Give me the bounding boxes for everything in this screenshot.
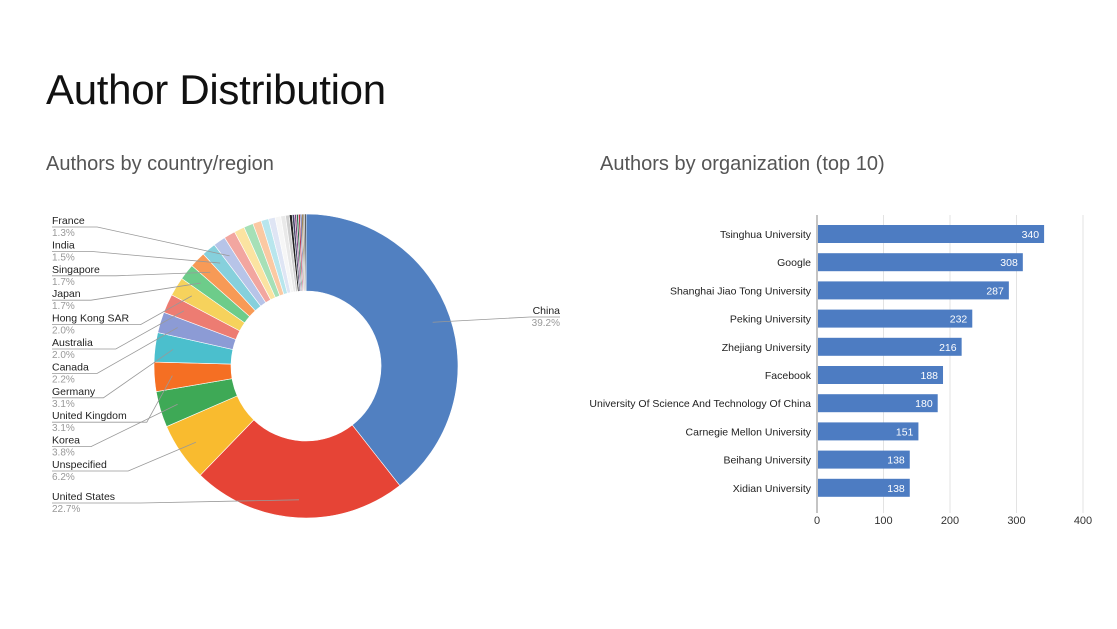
donut-slice-united-states[interactable] bbox=[199, 419, 401, 519]
donut-leader-line bbox=[52, 499, 300, 504]
donut-leader-line bbox=[52, 295, 192, 325]
bar-value-label: 151 bbox=[896, 426, 914, 438]
bar-chart: 0 100 200 300 400 Tsinghua University 340 Googl… bbox=[589, 215, 1092, 527]
donut-label-name: Singapore bbox=[52, 264, 100, 276]
bar-value-label: 340 bbox=[1022, 229, 1040, 241]
donut-label-percent: 2.0% bbox=[52, 350, 75, 361]
bar-tsinghua-university[interactable] bbox=[818, 225, 1045, 243]
bar-google[interactable] bbox=[818, 253, 1023, 272]
category-label: Peking University bbox=[730, 314, 812, 326]
bar-chart-title: Authors by organization (top 10) bbox=[600, 153, 885, 175]
donut-label-name: Canada bbox=[52, 361, 89, 373]
donut-leader-line bbox=[52, 375, 173, 423]
bar-value-label: 180 bbox=[915, 398, 933, 410]
category-label: Beihang University bbox=[723, 455, 811, 467]
category-label: Xidian University bbox=[733, 483, 812, 495]
x-tick-label: 400 bbox=[1074, 515, 1092, 527]
category-label: Facebook bbox=[765, 370, 812, 382]
category-label: University Of Science And Technology Of … bbox=[589, 398, 811, 410]
donut-label-percent: 1.3% bbox=[52, 228, 75, 239]
bar-value-label: 232 bbox=[950, 314, 968, 326]
category-label: Zhejiang University bbox=[722, 342, 812, 354]
donut-label-name: Unspecified bbox=[52, 459, 107, 471]
donut-label-percent: 1.5% bbox=[52, 252, 75, 263]
donut-label-name: France bbox=[52, 215, 85, 227]
donut-leader-line bbox=[52, 349, 174, 399]
donut-leader-line bbox=[52, 251, 221, 264]
bar-value-label: 216 bbox=[939, 342, 957, 354]
donut-leader-line bbox=[52, 327, 178, 374]
donut-label-percent: 3.1% bbox=[52, 423, 75, 434]
category-label: Carnegie Mellon University bbox=[686, 426, 812, 438]
donut-label-percent: 39.2% bbox=[532, 318, 560, 329]
bar-value-label: 188 bbox=[920, 370, 938, 382]
donut-label-percent: 22.7% bbox=[52, 504, 80, 515]
donut-label-percent: 6.2% bbox=[52, 472, 75, 483]
donut-label-percent: 1.7% bbox=[52, 277, 75, 288]
donut-label-name: Japan bbox=[52, 288, 81, 300]
donut-label-percent: 2.2% bbox=[52, 374, 75, 385]
donut-label-name: United Kingdom bbox=[52, 410, 127, 422]
x-tick-label: 0 bbox=[814, 515, 820, 527]
donut-label-name: Hong Kong SAR bbox=[52, 313, 129, 325]
bar-zhejiang-university[interactable] bbox=[818, 337, 962, 356]
donut-label-name: Germany bbox=[52, 386, 96, 398]
donut-slice-china[interactable] bbox=[305, 213, 459, 487]
donut-leader-line bbox=[52, 310, 185, 350]
bar-xidian-university[interactable] bbox=[818, 478, 910, 497]
donut-chart: France1.3%India1.5%Singapore1.7%Japan1.7… bbox=[52, 213, 560, 519]
donut-leader-line bbox=[52, 441, 196, 472]
category-label: Shanghai Jiao Tong University bbox=[670, 285, 812, 297]
donut-leader-line bbox=[432, 316, 560, 323]
donut-leader-line bbox=[52, 226, 230, 257]
donut-label-percent: 3.8% bbox=[52, 448, 75, 459]
category-label: Google bbox=[777, 257, 811, 269]
bar-university-of-science-and-technology-of-china[interactable] bbox=[818, 394, 938, 413]
donut-label-name: United States bbox=[52, 491, 115, 503]
bar-beihang-university[interactable] bbox=[818, 450, 910, 469]
donut-leader-line bbox=[52, 271, 211, 277]
bar-peking-university[interactable] bbox=[818, 309, 973, 328]
bar-shanghai-jiao-tong-university[interactable] bbox=[818, 281, 1009, 300]
donut-label-name: India bbox=[52, 239, 75, 251]
donut-label-percent: 3.1% bbox=[52, 399, 75, 410]
x-tick-label: 300 bbox=[1007, 515, 1025, 527]
bar-value-label: 138 bbox=[887, 455, 905, 467]
category-label: Tsinghua University bbox=[720, 229, 812, 241]
donut-label-percent: 2.0% bbox=[52, 326, 75, 337]
slide-title: Author Distribution bbox=[46, 66, 386, 113]
donut-leader-line bbox=[52, 282, 201, 301]
donut-label-name: Australia bbox=[52, 337, 93, 349]
donut-label-percent: 1.7% bbox=[52, 301, 75, 312]
donut-slice-30[interactable] bbox=[304, 213, 307, 292]
bar-value-label: 138 bbox=[887, 483, 905, 495]
bar-value-label: 308 bbox=[1000, 257, 1018, 269]
bar-value-label: 287 bbox=[986, 285, 1004, 297]
x-tick-label: 100 bbox=[874, 515, 892, 527]
x-tick-label: 200 bbox=[941, 515, 959, 527]
bar-carnegie-mellon-university[interactable] bbox=[818, 422, 919, 441]
donut-label-name: Korea bbox=[52, 435, 80, 447]
donut-chart-title: Authors by country/region bbox=[46, 153, 274, 175]
donut-label-name: China bbox=[533, 305, 560, 317]
donut-leader-line bbox=[52, 403, 178, 448]
bar-facebook[interactable] bbox=[818, 366, 944, 384]
